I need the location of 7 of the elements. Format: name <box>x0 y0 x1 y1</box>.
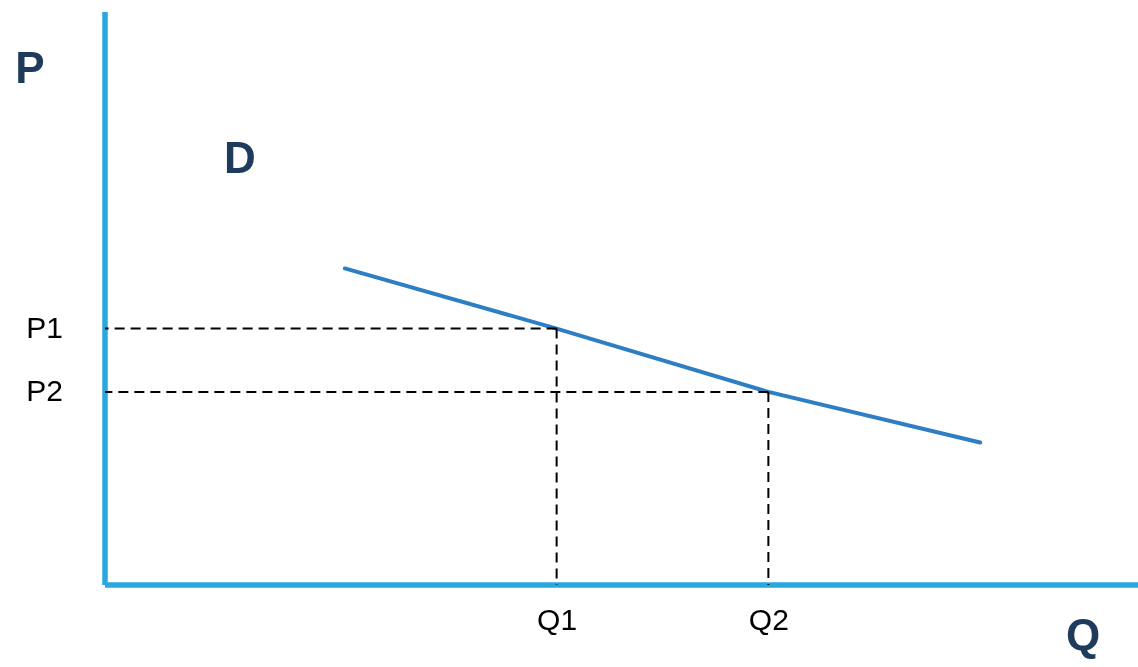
y-axis-title: P <box>15 43 45 92</box>
x-tick-label: Q1 <box>537 602 578 636</box>
text: D <box>224 133 256 182</box>
x-axis-title: Q <box>1065 610 1101 659</box>
ref-line-label: P1 <box>26 310 63 344</box>
ref-line-label: P2 <box>26 373 63 407</box>
x-tick-label: Q2 <box>748 602 789 636</box>
